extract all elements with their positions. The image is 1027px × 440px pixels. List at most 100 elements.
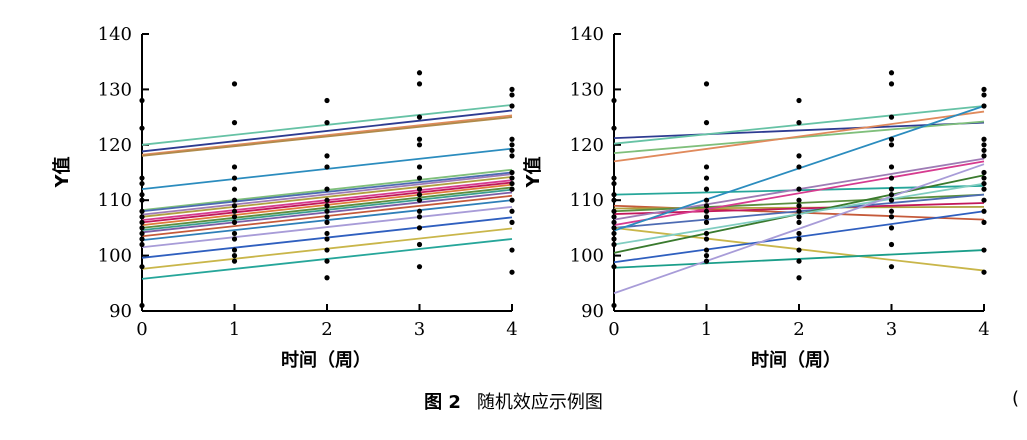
- right-data-point: [981, 92, 987, 98]
- right-fit-line-19: [613, 163, 985, 295]
- right-data-point: [888, 81, 895, 87]
- left-data-point: [509, 175, 515, 181]
- right-data-point: [981, 147, 987, 153]
- left-data-point: [139, 230, 145, 237]
- figure-caption: 图 2 随机效应示例图: [0, 388, 1027, 414]
- left-y-tick-label: 120: [98, 135, 132, 156]
- right-y-tick-label: 120: [570, 135, 604, 156]
- left-x-axis-title: 时间（周）: [281, 350, 371, 371]
- left-y-tick-label: 140: [98, 24, 132, 45]
- left-data-point: [139, 236, 145, 242]
- right-fit-line-11: [613, 160, 985, 227]
- right-data-point: [611, 230, 617, 237]
- right-data-point: [703, 175, 710, 181]
- right-fit-line-4: [613, 110, 985, 163]
- left-y-tick-label: 100: [98, 246, 132, 267]
- left-data-point: [324, 153, 330, 159]
- left-data-point: [509, 269, 515, 275]
- right-data-point: [888, 175, 895, 181]
- right-data-point: [796, 186, 802, 192]
- left-data-point: [139, 241, 145, 248]
- left-data-point: [509, 103, 515, 109]
- right-data-point: [611, 125, 617, 131]
- right-data-point: [796, 219, 802, 225]
- right-x-tick-label: 4: [978, 319, 989, 340]
- right-y-tick-label: 130: [570, 79, 604, 100]
- right-y-tick-label: 140: [570, 24, 604, 45]
- right-data-point: [611, 219, 617, 225]
- right-chart-panel: 时间（周） Y值 90 100 110 120 130 140 0 1 2 3 4: [522, 24, 990, 371]
- left-x-tick-label: 4: [506, 319, 517, 340]
- left-data-point: [324, 97, 330, 104]
- left-fit-line-2: [141, 109, 513, 153]
- left-data-point: [416, 164, 423, 170]
- left-data-point: [509, 86, 515, 92]
- right-data-point: [703, 208, 710, 214]
- left-data-point: [139, 208, 145, 214]
- right-data-point: [981, 153, 987, 159]
- left-data-point: [509, 180, 515, 187]
- right-data-point: [888, 241, 895, 248]
- right-data-point: [796, 247, 802, 253]
- right-data-point: [611, 241, 617, 248]
- right-data-point: [796, 236, 802, 242]
- right-data-point: [703, 164, 710, 170]
- left-data-point: [509, 142, 515, 148]
- left-data-point: [416, 197, 423, 203]
- left-data-point: [139, 192, 145, 198]
- right-data-point: [888, 70, 895, 76]
- right-data-point: [981, 175, 987, 181]
- right-data-point: [888, 114, 895, 120]
- right-data-point: [981, 197, 987, 203]
- right-data-point: [796, 275, 802, 281]
- left-data-point: [416, 192, 423, 198]
- left-data-point: [324, 258, 330, 264]
- right-data-point: [703, 236, 710, 242]
- left-data-point: [416, 264, 423, 270]
- right-fit-line-1: [613, 121, 985, 140]
- left-chart-panel: 时间（周） Y值 90 100 110 120 130 140 0 1 2 3 4: [51, 24, 518, 371]
- right-data-point: [611, 197, 617, 203]
- right-data-point: [981, 219, 987, 225]
- right-data-point: [611, 180, 617, 187]
- edge-mark: (: [1012, 388, 1020, 409]
- left-x-tick-label: 3: [414, 319, 425, 340]
- right-data-point: [611, 192, 617, 198]
- right-data-point: [611, 302, 617, 309]
- right-data-point: [796, 120, 802, 126]
- right-data-point: [796, 153, 802, 159]
- left-data-point: [324, 203, 330, 209]
- left-data-point: [231, 208, 238, 214]
- right-data-point: [703, 197, 710, 203]
- left-data-point: [509, 208, 515, 214]
- right-data-point: [703, 203, 710, 209]
- left-data-point: [509, 197, 515, 203]
- left-data-point: [231, 247, 238, 253]
- right-data-point: [981, 103, 987, 109]
- left-data-point: [231, 253, 238, 259]
- left-data-point: [324, 164, 330, 170]
- left-data-point: [231, 258, 238, 264]
- left-data-point: [139, 180, 145, 187]
- left-x-tick-label: 2: [321, 319, 332, 340]
- right-fit-line-8: [613, 193, 985, 213]
- right-y-tick-label: 110: [570, 190, 604, 211]
- right-data-point: [888, 164, 895, 170]
- left-data-point: [231, 120, 238, 126]
- right-data-point: [703, 230, 710, 237]
- left-x-tick-label: 0: [136, 319, 147, 340]
- left-data-point: [416, 214, 423, 220]
- right-data-point: [703, 81, 710, 87]
- right-data-point: [981, 169, 987, 176]
- figure-caption-text: 随机效应示例图: [476, 392, 603, 413]
- right-data-point: [611, 175, 617, 181]
- right-data-point: [981, 180, 987, 187]
- right-data-point: [703, 247, 710, 253]
- right-data-point: [981, 86, 987, 92]
- right-data-point: [981, 208, 987, 214]
- left-y-tick-label: 90: [109, 301, 132, 322]
- right-y-tick-label: 90: [581, 301, 604, 322]
- right-y-axis-title: Y值: [522, 156, 544, 188]
- right-data-point: [981, 142, 987, 148]
- right-data-point: [703, 258, 710, 264]
